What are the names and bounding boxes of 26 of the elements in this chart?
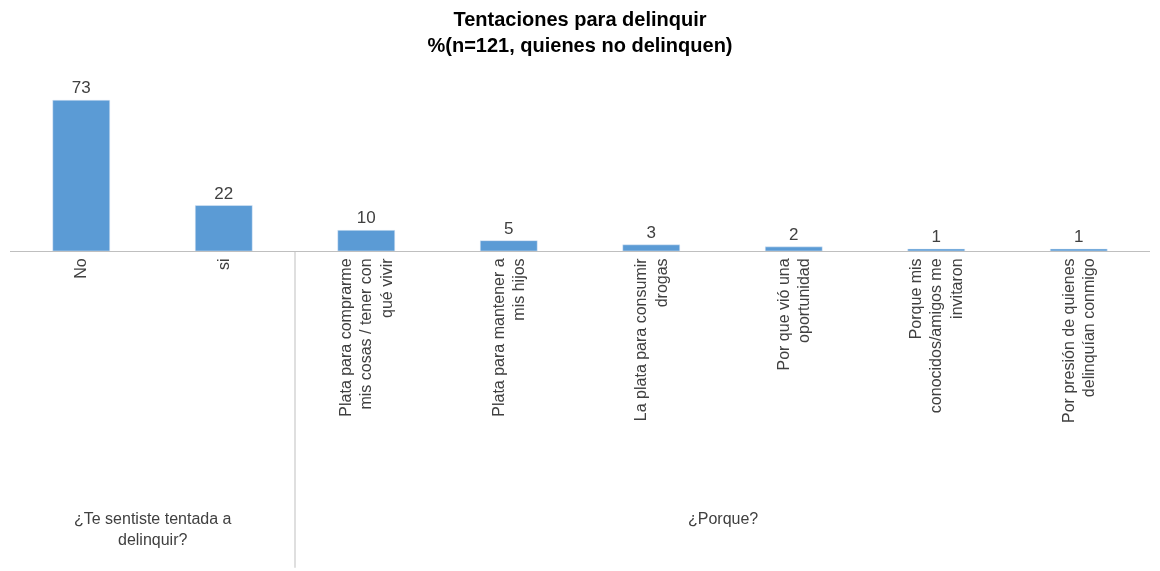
bar <box>907 248 965 251</box>
bar <box>622 244 680 251</box>
data-label: 2 <box>789 224 799 244</box>
data-label: 3 <box>646 222 656 242</box>
data-label: 5 <box>504 218 514 238</box>
text: ¿Te sentiste tentada a delinquir? <box>74 510 232 548</box>
chart-title: Tentaciones para delinquir %(n=121, quienes no delinquen) <box>427 7 733 56</box>
text: ¿Porque? <box>688 510 759 527</box>
bar <box>1050 248 1108 251</box>
bar <box>195 205 253 251</box>
x-tick-label: Por que vió una oportunidad <box>774 258 813 371</box>
data-label: 10 <box>356 208 376 228</box>
bar <box>765 246 823 251</box>
bar <box>480 240 538 251</box>
data-label: 1 <box>931 226 941 246</box>
data-label: 1 <box>1074 226 1084 246</box>
bar <box>52 99 110 251</box>
data-label: 22 <box>214 183 234 203</box>
data-label: 73 <box>71 78 91 98</box>
x-tick-label: Plata para mantener a mis hijos <box>489 258 528 417</box>
x-tick-label: Plata para comprarme mis cosas / tener con qué vivir <box>336 257 396 417</box>
x-tick-label: Porque mis conocidos/amigos me invitaron <box>906 258 966 414</box>
x-tick-label: No <box>72 258 90 279</box>
x-tick-label: La plata para consumir drogas <box>632 257 670 422</box>
x-tick-label: si <box>214 258 232 270</box>
bar <box>337 230 395 251</box>
